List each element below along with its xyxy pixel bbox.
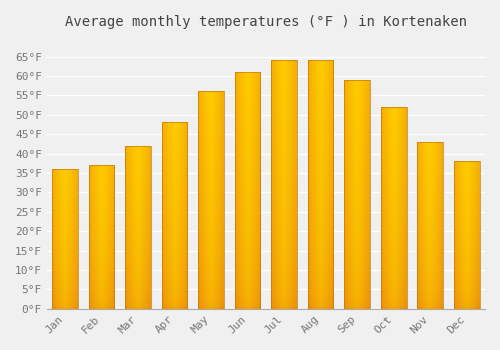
Bar	[126, 146, 151, 309]
Bar	[308, 61, 334, 309]
Bar	[198, 91, 224, 309]
Bar	[89, 165, 114, 309]
Bar	[454, 161, 479, 309]
Bar	[52, 169, 78, 309]
Bar	[272, 61, 297, 309]
Bar	[344, 80, 370, 309]
Bar	[381, 107, 406, 309]
Bar	[235, 72, 260, 309]
Bar	[418, 142, 443, 309]
Title: Average monthly temperatures (°F ) in Kortenaken: Average monthly temperatures (°F ) in Ko…	[65, 15, 467, 29]
Bar	[162, 122, 188, 309]
